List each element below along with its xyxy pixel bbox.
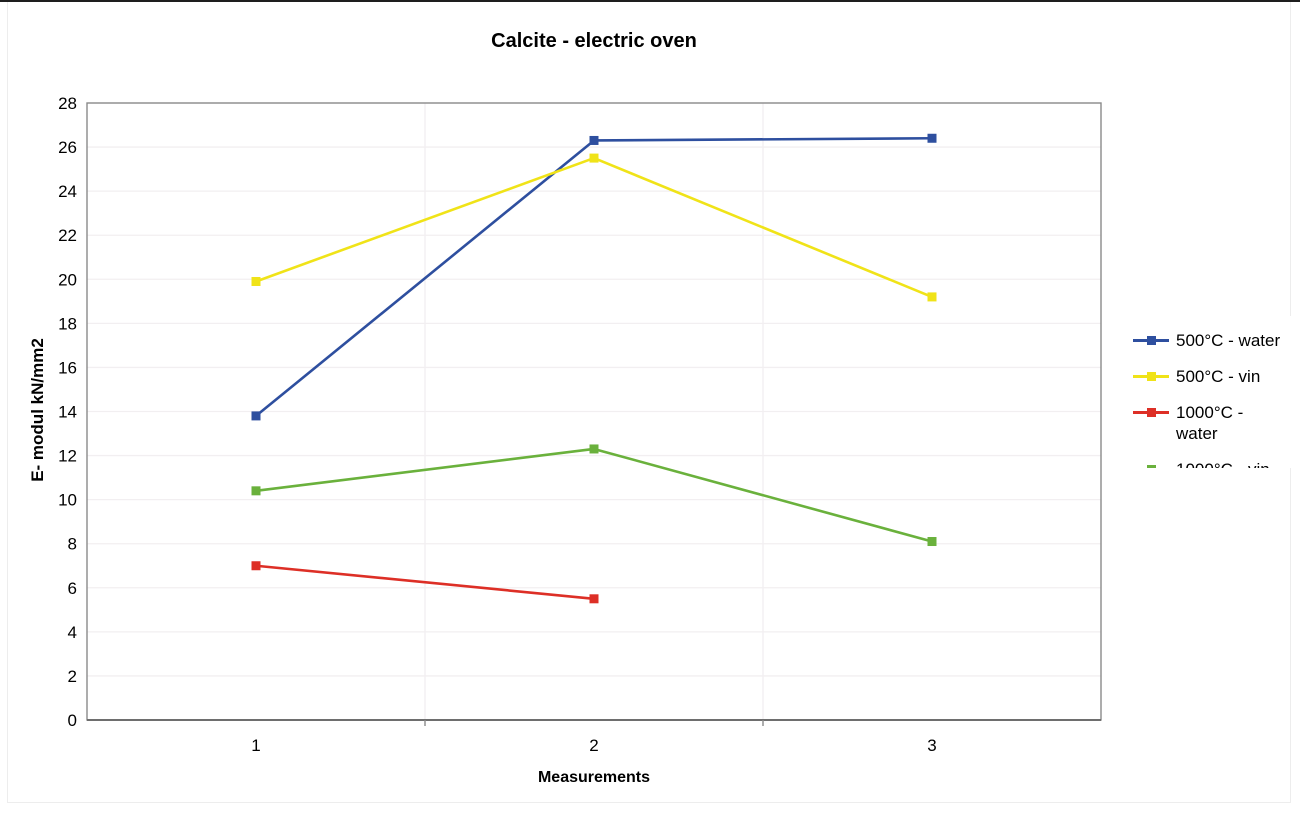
data-point-marker	[927, 292, 937, 302]
legend-marker-icon	[1133, 366, 1169, 387]
y-tick-label: 28	[58, 94, 77, 113]
x-tick-label: 2	[589, 736, 598, 755]
y-tick-label: 20	[58, 270, 77, 289]
y-tick-label: 10	[58, 491, 77, 510]
y-tick-label: 4	[68, 623, 77, 642]
legend: 500°C - water 500°C - vin 1000°C - water…	[1122, 316, 1298, 468]
y-tick-label: 26	[58, 138, 77, 157]
legend-item: 500°C - vin	[1122, 366, 1298, 387]
y-tick-label: 18	[58, 314, 77, 333]
x-tick-label: 3	[927, 736, 936, 755]
data-point-marker	[251, 276, 261, 286]
page-top-rule	[0, 0, 1300, 2]
y-tick-label: 22	[58, 226, 77, 245]
data-point-marker	[589, 135, 599, 145]
series-line	[255, 156, 933, 299]
legend-label: 500°C - vin	[1176, 367, 1261, 386]
legend-label: 1000°C - vin	[1176, 459, 1288, 468]
y-tick-label: 2	[68, 667, 77, 686]
y-tick-label: 16	[58, 358, 77, 377]
data-point-marker	[589, 153, 599, 163]
series-line	[255, 447, 933, 543]
data-point-marker	[589, 594, 599, 604]
x-tick-label: 1	[251, 736, 260, 755]
data-point-marker	[589, 444, 599, 454]
legend-item-clipped: 1000°C - vin	[1122, 459, 1298, 468]
data-point-marker	[927, 537, 937, 547]
x-axis-title: Measurements	[537, 769, 651, 786]
legend-label: 500°C - water	[1176, 331, 1281, 350]
y-tick-label: 6	[68, 579, 77, 598]
legend-item: 500°C - water	[1122, 330, 1298, 351]
y-tick-label: 8	[68, 535, 77, 554]
legend-marker-icon	[1133, 330, 1169, 351]
legend-label: 1000°C - water	[1176, 403, 1244, 443]
series-line	[255, 564, 595, 601]
y-tick-label: 12	[58, 447, 77, 466]
data-point-marker	[927, 133, 937, 143]
chart-title: Calcite - electric oven	[491, 30, 697, 52]
series-line	[255, 136, 933, 417]
y-tick-label: 24	[58, 182, 77, 201]
data-point-marker	[251, 486, 261, 496]
legend-item: 1000°C - water	[1122, 402, 1298, 444]
data-point-marker	[251, 561, 261, 571]
y-tick-label: 0	[68, 711, 77, 730]
legend-marker-icon	[1133, 459, 1169, 468]
legend-marker-icon	[1133, 402, 1169, 423]
y-tick-label: 14	[58, 403, 77, 422]
data-point-marker	[251, 411, 261, 421]
